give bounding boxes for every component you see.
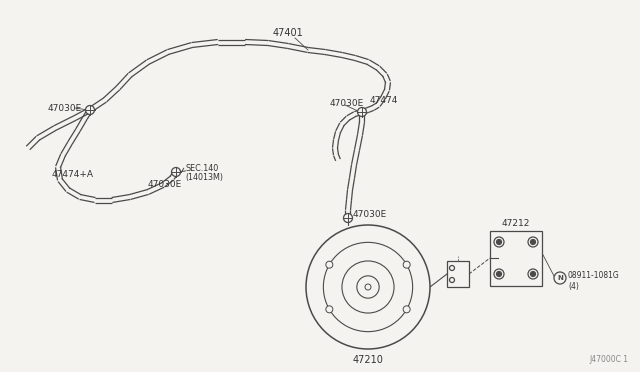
- Circle shape: [403, 306, 410, 313]
- Text: 47210: 47210: [353, 355, 383, 365]
- Circle shape: [528, 269, 538, 279]
- Text: 08911-1081G: 08911-1081G: [568, 272, 620, 280]
- Text: SEC.140: SEC.140: [185, 164, 218, 173]
- Circle shape: [528, 237, 538, 247]
- Circle shape: [344, 214, 353, 222]
- Text: 47030E: 47030E: [353, 209, 387, 218]
- Circle shape: [449, 278, 454, 282]
- Circle shape: [494, 237, 504, 247]
- Text: 47401: 47401: [273, 28, 303, 38]
- Circle shape: [323, 243, 413, 332]
- Circle shape: [449, 266, 454, 270]
- Text: (14013M): (14013M): [185, 173, 223, 182]
- Circle shape: [358, 108, 367, 116]
- Circle shape: [342, 261, 394, 313]
- Circle shape: [494, 269, 504, 279]
- Text: 47474: 47474: [370, 96, 398, 105]
- Text: 47030E: 47030E: [148, 180, 182, 189]
- Text: N: N: [557, 275, 563, 281]
- Circle shape: [326, 306, 333, 313]
- Text: 47212: 47212: [502, 218, 530, 228]
- Circle shape: [531, 240, 536, 244]
- Circle shape: [497, 240, 502, 244]
- Bar: [447, 261, 469, 287]
- Circle shape: [326, 261, 333, 268]
- Text: 47474+A: 47474+A: [52, 170, 94, 179]
- Text: 47030E: 47030E: [48, 103, 83, 112]
- Text: J47000C 1: J47000C 1: [589, 356, 628, 365]
- Text: (4): (4): [568, 282, 579, 291]
- Circle shape: [306, 225, 430, 349]
- Text: 47030E: 47030E: [330, 99, 364, 108]
- Circle shape: [365, 284, 371, 290]
- Circle shape: [172, 167, 180, 176]
- Circle shape: [357, 276, 379, 298]
- Circle shape: [554, 272, 566, 284]
- Circle shape: [403, 261, 410, 268]
- Circle shape: [531, 272, 536, 276]
- Circle shape: [86, 106, 95, 115]
- Bar: [490, 231, 542, 286]
- Circle shape: [497, 272, 502, 276]
